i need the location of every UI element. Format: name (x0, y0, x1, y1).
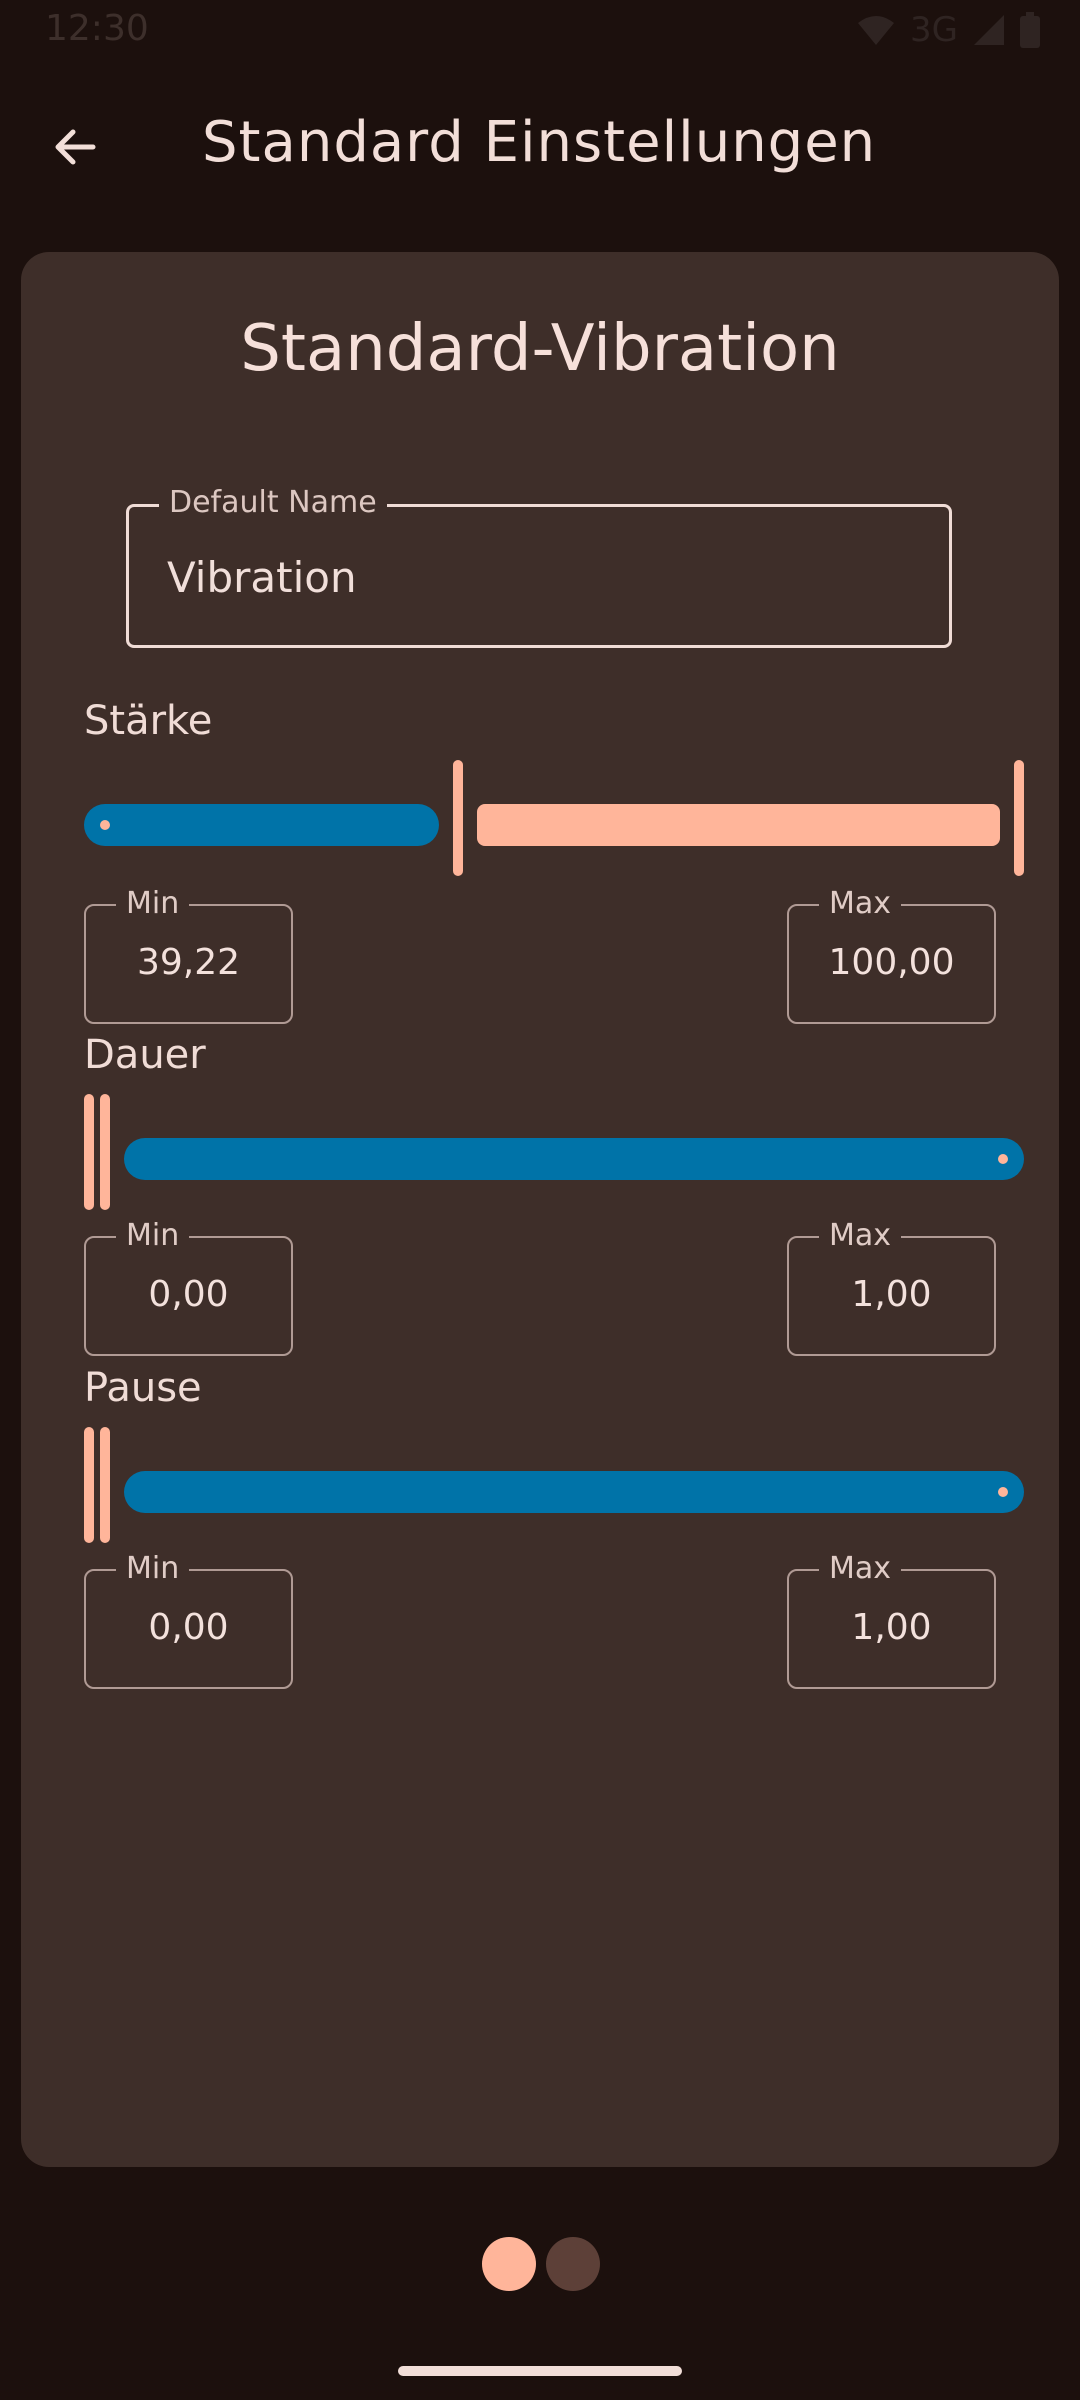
page-title: Standard Einstellungen (202, 110, 877, 175)
staerke-max-label: Max (819, 886, 902, 921)
staerke-range-slider[interactable] (84, 760, 1024, 876)
battery-icon (1020, 12, 1040, 48)
dauer-label: Dauer (84, 1032, 206, 1078)
pause-max-label: Max (819, 1551, 902, 1586)
signal-icon (972, 13, 1006, 47)
dauer-min-handle[interactable] (84, 1094, 94, 1210)
dauer-max-value[interactable]: 1,00 (851, 1274, 932, 1315)
settings-card: Standard-Vibration Default Name Vibratio… (21, 252, 1059, 2167)
dauer-track-active (124, 1138, 1024, 1180)
status-time: 12:30 (45, 8, 149, 49)
wifi-icon (856, 13, 896, 47)
pause-min-handle[interactable] (84, 1427, 94, 1543)
dauer-min-label: Min (116, 1218, 190, 1253)
dauer-max-handle[interactable] (100, 1094, 110, 1210)
card-title: Standard-Vibration (240, 312, 840, 386)
staerke-min-field[interactable]: Min 39,22 (84, 886, 293, 1024)
pause-min-field[interactable]: Min 0,00 (84, 1551, 293, 1689)
pause-max-field[interactable]: Max 1,00 (787, 1551, 996, 1689)
dauer-max-field[interactable]: Max 1,00 (787, 1218, 996, 1356)
back-button[interactable] (40, 114, 110, 184)
dauer-track-dot (998, 1154, 1008, 1164)
status-bar: 12:30 3G (0, 0, 1080, 60)
staerke-max-handle[interactable] (1014, 760, 1024, 876)
page-dot-2[interactable] (546, 2237, 600, 2291)
page-dot-1[interactable] (482, 2237, 536, 2291)
status-icons: 3G (856, 10, 1040, 50)
staerke-max-value[interactable]: 100,00 (828, 942, 955, 983)
default-name-value[interactable]: Vibration (167, 553, 357, 602)
staerke-min-value[interactable]: 39,22 (136, 942, 241, 983)
dauer-min-field[interactable]: Min 0,00 (84, 1218, 293, 1356)
staerke-track-active (84, 804, 439, 846)
staerke-max-field[interactable]: Max 100,00 (787, 886, 996, 1024)
default-name-label: Default Name (159, 485, 387, 520)
dauer-max-label: Max (819, 1218, 902, 1253)
staerke-min-handle[interactable] (452, 760, 463, 876)
staerke-label: Stärke (84, 698, 213, 744)
pause-range-slider[interactable] (84, 1427, 1024, 1543)
pause-min-label: Min (116, 1551, 190, 1586)
dauer-range-slider[interactable] (84, 1094, 1024, 1210)
pause-max-value[interactable]: 1,00 (851, 1607, 932, 1648)
dauer-min-value[interactable]: 0,00 (148, 1274, 229, 1315)
pause-max-handle[interactable] (100, 1427, 110, 1543)
top-app-bar: Standard Einstellungen (0, 90, 1080, 210)
pause-min-value[interactable]: 0,00 (148, 1607, 229, 1648)
page-indicator (482, 2237, 600, 2291)
arrow-back-icon (51, 123, 99, 175)
pause-track-dot (998, 1487, 1008, 1497)
staerke-track-dot (100, 820, 110, 830)
network-type-label: 3G (910, 10, 958, 50)
staerke-track-inactive (476, 804, 1000, 846)
pause-track-active (124, 1471, 1024, 1513)
default-name-field[interactable]: Default Name Vibration (126, 485, 952, 648)
home-indicator[interactable] (398, 2366, 682, 2376)
staerke-min-label: Min (116, 886, 190, 921)
pause-label: Pause (84, 1365, 202, 1411)
